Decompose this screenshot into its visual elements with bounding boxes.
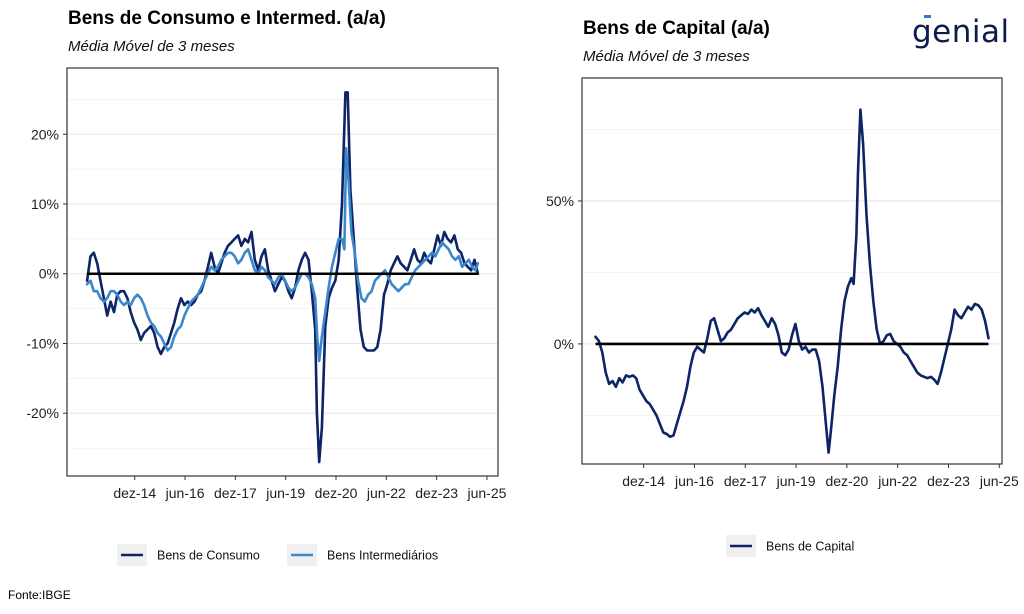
- genial-logo-accent-icon: [924, 15, 931, 18]
- right-chart: 50% 0% dez-14 jun-16 dez-17 jun-19 dez-20 jun-2…: [546, 77, 1019, 557]
- right-series-line-1: [594, 108, 990, 454]
- left-series-line-2: [85, 146, 480, 363]
- right-xtick-label: jun-16: [674, 473, 714, 489]
- left-ytick-label: 10%: [31, 196, 59, 212]
- right-xtick-label: dez-23: [927, 473, 970, 489]
- left-xtick-label: dez-14: [113, 485, 156, 501]
- left-xtick-label: jun-22: [366, 485, 406, 501]
- left-chart: 20% 10% 0% -10% -20% dez-14 jun-16 dez-17 jun-19…: [26, 67, 507, 566]
- genial-logo: genial: [912, 14, 1010, 50]
- left-ytick-label: 0%: [39, 266, 59, 282]
- right-legend-label-1: Bens de Capital: [766, 540, 854, 554]
- right-legend: Bens de Capital: [726, 535, 854, 557]
- left-legend-label-2: Bens Intermediários: [327, 549, 438, 563]
- right-ytick-label: 0%: [554, 336, 574, 352]
- left-xtick-label: dez-20: [315, 485, 358, 501]
- right-plot-border: [581, 77, 1003, 465]
- left-xtick-label: jun-16: [165, 485, 205, 501]
- left-xtick-label: dez-17: [214, 485, 257, 501]
- left-legend-label-1: Bens de Consumo: [157, 549, 260, 563]
- left-chart-title: Bens de Consumo e Intermed. (a/a): [68, 8, 386, 29]
- left-ytick-label: -10%: [26, 335, 59, 351]
- left-xtick-label: jun-19: [265, 485, 305, 501]
- right-xtick-label: dez-14: [622, 473, 665, 489]
- left-plot-border: [66, 67, 499, 477]
- right-ytick-label: 50%: [546, 193, 574, 209]
- right-xtick-label: dez-17: [724, 473, 767, 489]
- left-ytick-label: -20%: [26, 405, 59, 421]
- right-chart-title: Bens de Capital (a/a): [583, 18, 770, 39]
- right-chart-subtitle: Média Móvel de 3 meses: [583, 48, 750, 65]
- right-xtick-label: jun-19: [776, 473, 816, 489]
- left-xtick-label: dez-23: [415, 485, 458, 501]
- source-note: Fonte:IBGE: [8, 588, 71, 602]
- left-ytick-label: 20%: [31, 126, 59, 142]
- right-xtick-label: dez-20: [825, 473, 868, 489]
- left-xtick-label: jun-25: [466, 485, 506, 501]
- right-xtick-label: jun-22: [877, 473, 917, 489]
- left-legend: Bens de Consumo Bens Intermediários: [117, 544, 438, 566]
- right-xtick-label: jun-25: [979, 473, 1019, 489]
- left-chart-subtitle: Média Móvel de 3 meses: [68, 38, 235, 55]
